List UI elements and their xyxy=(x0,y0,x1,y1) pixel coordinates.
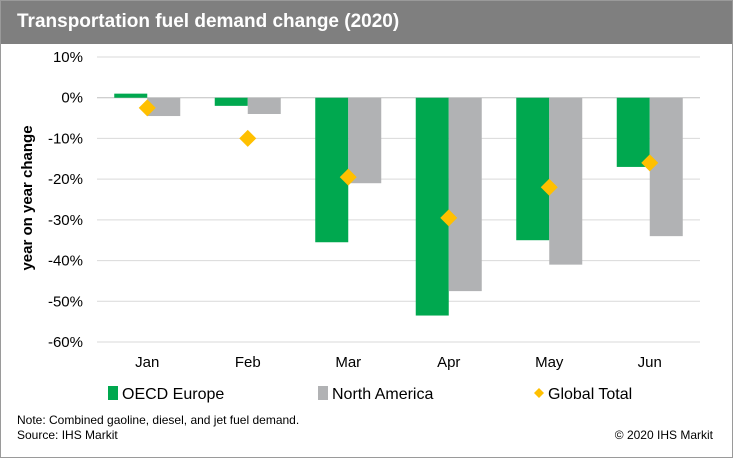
bar-north-america-jan xyxy=(147,97,181,117)
bar-north-america-mar xyxy=(348,97,382,184)
legend-swatch-global-total xyxy=(534,388,544,398)
y-tick-label: -10% xyxy=(48,130,83,147)
legend: OECD Europe North America Global Total xyxy=(108,386,632,403)
title-bar: Transportation fuel demand change (2020) xyxy=(1,1,732,44)
footnote-source: Source: IHS Markit xyxy=(17,428,118,442)
marker-global-total-apr xyxy=(440,209,458,227)
copyright: © 2020 IHS Markit xyxy=(614,428,713,442)
y-tick-label: -50% xyxy=(48,293,83,310)
bar-oecd-europe-jan xyxy=(114,93,148,98)
bar-north-america-feb xyxy=(247,97,281,114)
gridlines xyxy=(97,56,700,343)
y-tick-label: 10% xyxy=(53,49,83,66)
bar-oecd-europe-mar xyxy=(315,97,349,243)
bar-north-america-may xyxy=(549,97,583,265)
y-tick-label: -40% xyxy=(48,253,83,270)
x-tick-label: Jun xyxy=(638,354,662,371)
y-axis-label: year on year change xyxy=(19,125,36,270)
legend-swatch-north-america xyxy=(318,386,328,400)
global-total-markers xyxy=(138,99,659,227)
y-tick-label: -30% xyxy=(48,212,83,229)
y-tick-label: 0% xyxy=(61,90,83,107)
y-tick-label: -60% xyxy=(48,334,83,351)
marker-global-total-may xyxy=(540,178,558,196)
marker-global-total-mar xyxy=(339,168,357,186)
legend-swatch-oecd-europe xyxy=(108,386,118,400)
y-axis-ticks: 10% 0% -10% -20% -30% -40% -50% -60% xyxy=(48,49,83,351)
legend-label-oecd-europe: OECD Europe xyxy=(122,386,224,403)
bar-oecd-europe-feb xyxy=(214,97,248,106)
legend-label-north-america: North America xyxy=(332,386,433,403)
bar-oecd-europe-jun xyxy=(616,97,650,167)
marker-global-total-jun xyxy=(641,154,659,172)
marker-global-total-jan xyxy=(138,99,156,117)
x-tick-label: Mar xyxy=(335,354,361,371)
bar-oecd-europe-may xyxy=(516,97,550,241)
x-axis-ticks: Jan Feb Mar Apr May Jun xyxy=(135,354,662,371)
bar-oecd-europe-apr xyxy=(415,97,449,316)
marker-global-total-feb xyxy=(239,129,257,147)
legend-label-global-total: Global Total xyxy=(548,386,632,403)
bars xyxy=(114,93,683,316)
footnote: Note: Combined gaoline, diesel, and jet … xyxy=(17,413,299,443)
bar-north-america-jun xyxy=(649,97,683,237)
x-tick-label: Apr xyxy=(437,354,460,371)
x-tick-label: Feb xyxy=(235,354,261,371)
chart-title: Transportation fuel demand change (2020) xyxy=(17,11,400,32)
y-tick-label: -20% xyxy=(48,171,83,188)
x-tick-label: May xyxy=(535,354,564,371)
x-tick-label: Jan xyxy=(135,354,159,371)
bar-north-america-apr xyxy=(448,97,482,292)
footnote-note: Note: Combined gaoline, diesel, and jet … xyxy=(17,413,300,427)
